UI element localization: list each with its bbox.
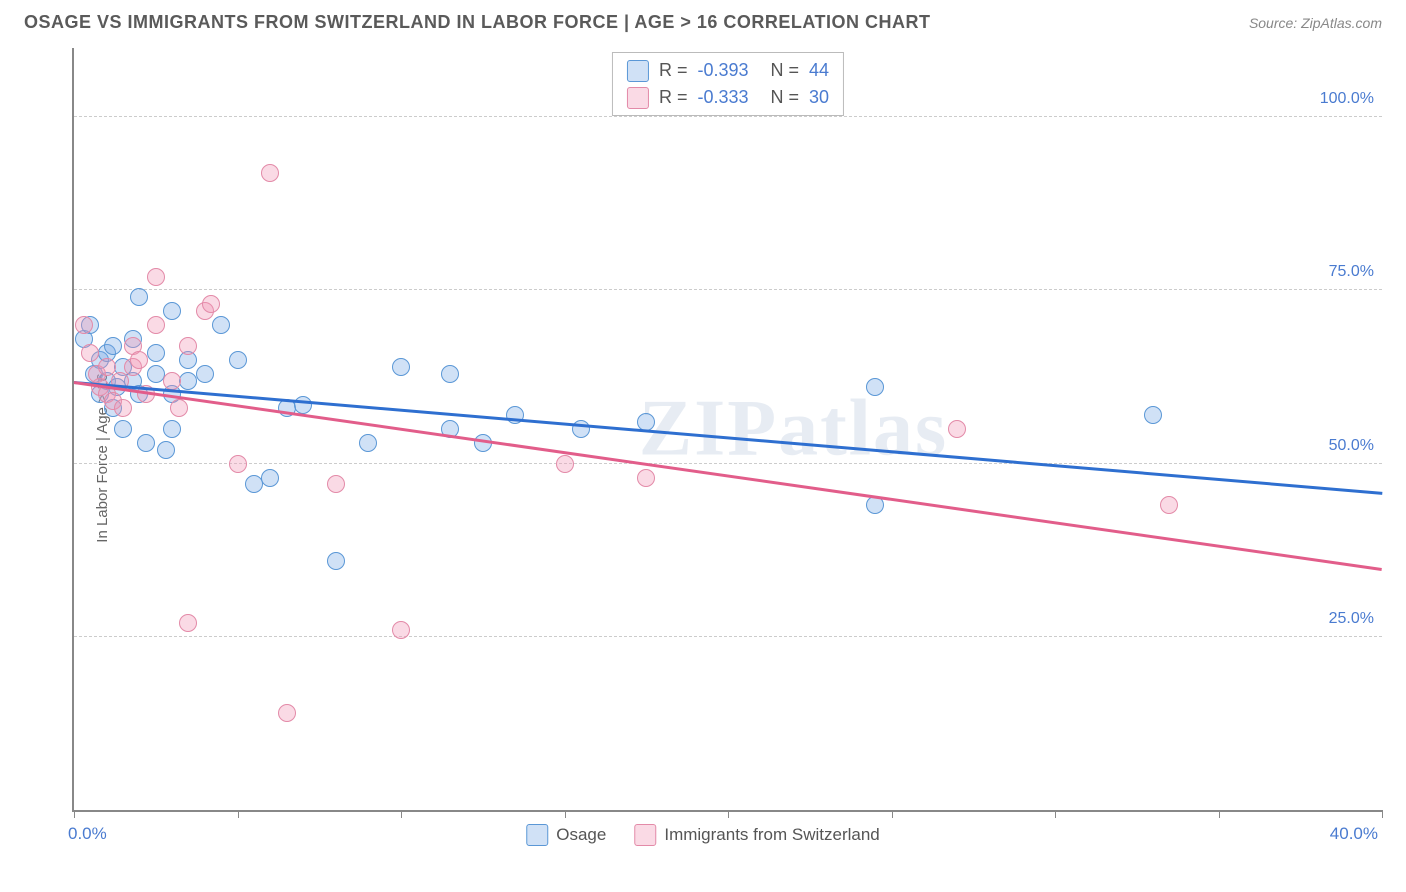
legend-item-swiss: Immigrants from Switzerland (634, 824, 879, 846)
x-tick (401, 810, 402, 818)
x-tick (565, 810, 566, 818)
data-point-swiss (556, 455, 574, 473)
data-point-swiss (229, 455, 247, 473)
data-point-osage (245, 475, 263, 493)
data-point-osage (196, 365, 214, 383)
r-value-osage: -0.393 (697, 57, 748, 84)
x-tick (74, 810, 75, 818)
n-value-osage: 44 (809, 57, 829, 84)
data-point-osage (114, 420, 132, 438)
x-tick (892, 810, 893, 818)
n-label: N = (771, 84, 800, 111)
data-point-swiss (170, 399, 188, 417)
data-point-swiss (948, 420, 966, 438)
data-point-swiss (327, 475, 345, 493)
data-point-swiss (114, 399, 132, 417)
data-point-swiss (147, 316, 165, 334)
data-point-swiss (278, 704, 296, 722)
data-point-swiss (179, 614, 197, 632)
gridline-h (74, 289, 1382, 290)
data-point-osage (163, 420, 181, 438)
swatch-swiss (627, 87, 649, 109)
data-point-swiss (163, 372, 181, 390)
x-tick (1382, 810, 1383, 818)
watermark-text: ZIPatlas (639, 384, 948, 475)
data-point-osage (147, 344, 165, 362)
legend-row-osage: R = -0.393 N = 44 (627, 57, 829, 84)
data-point-osage (157, 441, 175, 459)
series-legend: Osage Immigrants from Switzerland (526, 824, 879, 846)
data-point-osage (359, 434, 377, 452)
data-point-swiss (1160, 496, 1178, 514)
correlation-legend: R = -0.393 N = 44 R = -0.333 N = 30 (612, 52, 844, 116)
data-point-osage (392, 358, 410, 376)
data-point-osage (327, 552, 345, 570)
swatch-swiss (634, 824, 656, 846)
legend-label-osage: Osage (556, 825, 606, 845)
data-point-swiss (202, 295, 220, 313)
data-point-osage (294, 396, 312, 414)
y-tick-label: 50.0% (1329, 437, 1374, 455)
y-tick-label: 75.0% (1329, 263, 1374, 281)
data-point-osage (212, 316, 230, 334)
r-label: R = (659, 57, 688, 84)
gridline-h (74, 636, 1382, 637)
n-value-swiss: 30 (809, 84, 829, 111)
data-point-swiss (81, 344, 99, 362)
legend-row-swiss: R = -0.333 N = 30 (627, 84, 829, 111)
x-tick (728, 810, 729, 818)
data-point-swiss (147, 268, 165, 286)
data-point-osage (441, 365, 459, 383)
gridline-h (74, 463, 1382, 464)
data-point-swiss (261, 164, 279, 182)
source-attribution: Source: ZipAtlas.com (1249, 15, 1382, 31)
data-point-osage (866, 378, 884, 396)
x-axis-max-label: 40.0% (1330, 824, 1378, 844)
legend-item-osage: Osage (526, 824, 606, 846)
data-point-swiss (637, 469, 655, 487)
data-point-swiss (179, 337, 197, 355)
gridline-h (74, 116, 1382, 117)
r-value-swiss: -0.333 (697, 84, 748, 111)
data-point-osage (261, 469, 279, 487)
data-point-osage (1144, 406, 1162, 424)
legend-label-swiss: Immigrants from Switzerland (664, 825, 879, 845)
y-tick-label: 100.0% (1320, 90, 1374, 108)
data-point-osage (229, 351, 247, 369)
n-label: N = (771, 57, 800, 84)
chart-container: In Labor Force | Age > 16 ZIPatlas R = -… (24, 48, 1382, 868)
data-point-swiss (392, 621, 410, 639)
x-axis-min-label: 0.0% (68, 824, 107, 844)
x-tick (1055, 810, 1056, 818)
chart-title: OSAGE VS IMMIGRANTS FROM SWITZERLAND IN … (24, 12, 931, 33)
r-label: R = (659, 84, 688, 111)
data-point-osage (147, 365, 165, 383)
x-tick (238, 810, 239, 818)
swatch-osage (526, 824, 548, 846)
data-point-osage (130, 288, 148, 306)
plot-area: ZIPatlas R = -0.393 N = 44 R = -0.333 N … (72, 48, 1382, 812)
data-point-osage (179, 372, 197, 390)
data-point-swiss (75, 316, 93, 334)
data-point-osage (163, 302, 181, 320)
y-tick-label: 25.0% (1329, 610, 1374, 628)
data-point-swiss (130, 351, 148, 369)
swatch-osage (627, 60, 649, 82)
data-point-osage (137, 434, 155, 452)
data-point-osage (104, 337, 122, 355)
x-tick (1219, 810, 1220, 818)
